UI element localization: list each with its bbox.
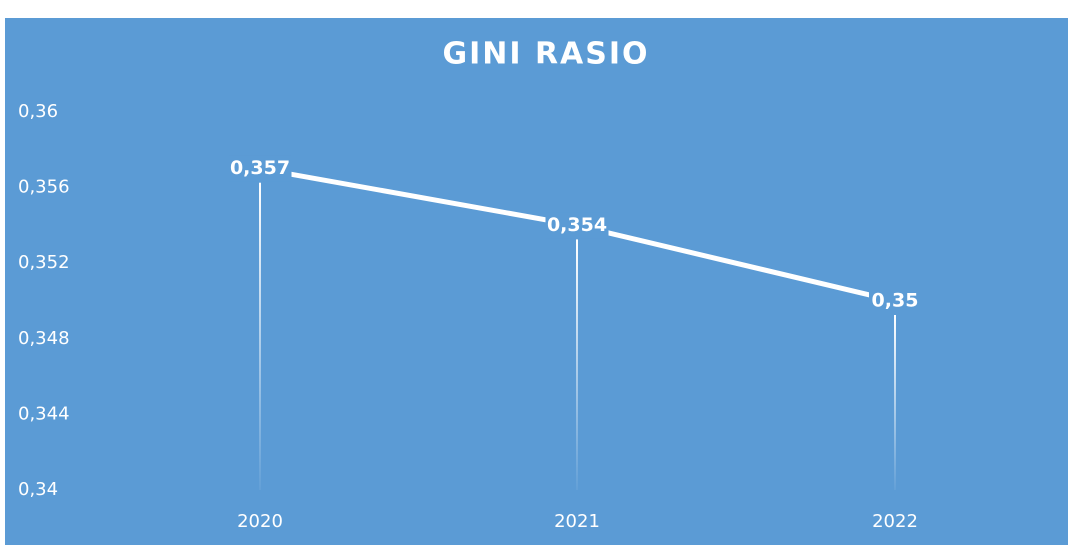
y-tick-label: 0,348 [18, 328, 70, 349]
label-background [869, 288, 921, 314]
data-label: 0,35 [872, 290, 919, 312]
y-tick-label: 0,356 [18, 177, 70, 198]
chart-background [5, 18, 1068, 545]
x-tick-label: 2021 [554, 511, 600, 532]
drop-line [259, 182, 261, 490]
x-tick-label: 2022 [872, 511, 918, 532]
drop-line [894, 315, 896, 490]
label-background [228, 155, 292, 182]
label-background [545, 212, 609, 239]
data-label: 0,357 [230, 157, 290, 179]
drop-line [576, 239, 578, 490]
y-tick-label: 0,344 [18, 403, 70, 424]
chart-title: GINI RASIO [442, 37, 649, 72]
x-tick-label: 2020 [237, 511, 283, 532]
y-tick-label: 0,34 [18, 479, 58, 500]
y-tick-label: 0,352 [18, 252, 70, 273]
y-tick-label: 0,36 [18, 101, 58, 122]
data-label: 0,354 [547, 214, 607, 236]
